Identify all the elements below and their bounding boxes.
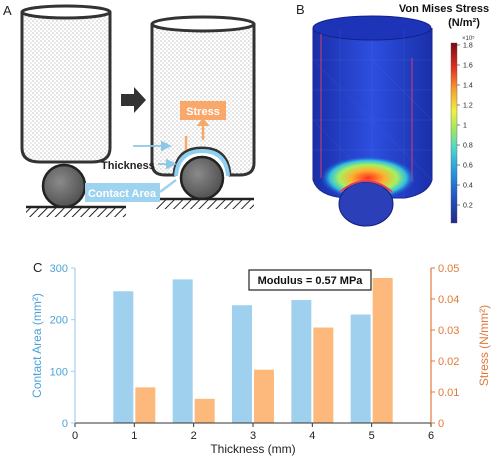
bar-stress — [254, 369, 274, 423]
membrane-contact — [174, 148, 230, 177]
colorbar-tick-label: 1.4 — [463, 83, 473, 90]
panel-c: C 0 1 2 3 4 5 6 Thickness (mm) 0 100 200 300 Contact… — [30, 260, 491, 456]
y-right-tick-label: 0 — [438, 418, 444, 430]
colorbar-ticks: 1.8 1.6 1.4 1.2 1 0.8 0.6 0.4 0.2 — [457, 43, 473, 210]
bar-stress — [135, 387, 156, 423]
bar-contact-area — [232, 305, 252, 423]
y-right-tick-label: 0.04 — [438, 294, 459, 306]
cup-deformed-rim — [150, 15, 256, 33]
stress-label: Stress — [186, 106, 220, 118]
x-tick-label: 4 — [309, 430, 315, 442]
stress-arrow-icon — [197, 117, 209, 126]
bar-stress — [372, 277, 393, 423]
modulus-annotation-box — [248, 269, 372, 291]
y-left-tick-label: 100 — [50, 366, 68, 378]
y-right-tick-label: 0.03 — [438, 325, 459, 337]
x-tick-label: 0 — [72, 430, 78, 442]
thickness-chart: 0 1 2 3 4 5 6 Thickness (mm) 0 100 200 300 Contact A… — [30, 263, 491, 456]
x-tick-label: 3 — [250, 430, 256, 442]
y-left-tick-label: 300 — [50, 263, 68, 275]
bar-contact-area — [291, 300, 312, 423]
transition-arrow-icon — [121, 87, 146, 113]
colorbar-tick-label: 1.2 — [463, 103, 473, 110]
contact-area-box — [85, 183, 160, 202]
colorbar-tick-label: 0.2 — [463, 203, 473, 210]
ball-right — [179, 155, 225, 201]
ground-left — [26, 207, 126, 217]
stress-box — [180, 101, 226, 120]
x-tick-label: 2 — [191, 430, 197, 442]
y-left-tick-label: 200 — [50, 315, 68, 327]
panel-letter-c: C — [33, 260, 42, 275]
x-tick-label: 6 — [428, 430, 434, 442]
y-left-tick-label: 0 — [62, 418, 68, 430]
cup-deformed — [150, 24, 256, 177]
y-right-tick-label: 0.02 — [438, 356, 459, 368]
x-tick-label: 1 — [131, 430, 137, 442]
y-right-tick-label: 0.05 — [438, 263, 459, 275]
ground-right — [156, 199, 254, 209]
ball-left — [41, 163, 87, 209]
thickness-label: Thickness — [101, 160, 155, 172]
colorbar-tick-label: 0.4 — [463, 183, 473, 190]
colorbar-exponent: ×10⁵ — [462, 35, 475, 42]
cup-undeformed — [20, 12, 112, 164]
bar-stress — [194, 398, 215, 423]
y-axis-right-label: Stress (N/mm²) — [477, 305, 491, 386]
x-axis-label: Thickness (mm) — [210, 442, 295, 456]
y-right-tick-label: 0.01 — [438, 387, 459, 399]
colorbar-title-unit: (N/m²) — [448, 17, 480, 29]
bar-contact-area — [113, 291, 134, 423]
colorbar-tick-label: 1.8 — [463, 43, 473, 50]
contact-area-label: Contact Area — [88, 188, 157, 200]
panel-letter-b: B — [296, 2, 305, 17]
bar-stress — [313, 327, 334, 423]
fem-ball — [338, 181, 394, 227]
x-tick-label: 5 — [369, 430, 375, 442]
y-axis-left-label: Contact Area (mm²) — [30, 293, 44, 398]
fem-cup-rim — [312, 15, 432, 41]
colorbar-tick-label: 1.6 — [463, 63, 473, 70]
panel-letter-a: A — [3, 3, 12, 18]
panel-b: B Von Mises Stress (N/m²) ×10⁵ 1.8 1.6 1.4… — [296, 2, 489, 227]
colorbar-tick-label: 0.6 — [463, 163, 473, 170]
bar-contact-area — [172, 279, 193, 423]
panel-a: A Stress Thickness Contact Area — [3, 3, 256, 217]
colorbar-tick-label: 0.8 — [463, 143, 473, 150]
colorbar-tick-label: 1 — [463, 123, 467, 130]
bar-contact-area — [350, 314, 371, 423]
cup-undeformed-rim — [20, 4, 112, 20]
colorbar — [450, 42, 458, 224]
modulus-annotation: Modulus = 0.57 MPa — [258, 275, 364, 287]
colorbar-title: Von Mises Stress — [399, 3, 489, 15]
